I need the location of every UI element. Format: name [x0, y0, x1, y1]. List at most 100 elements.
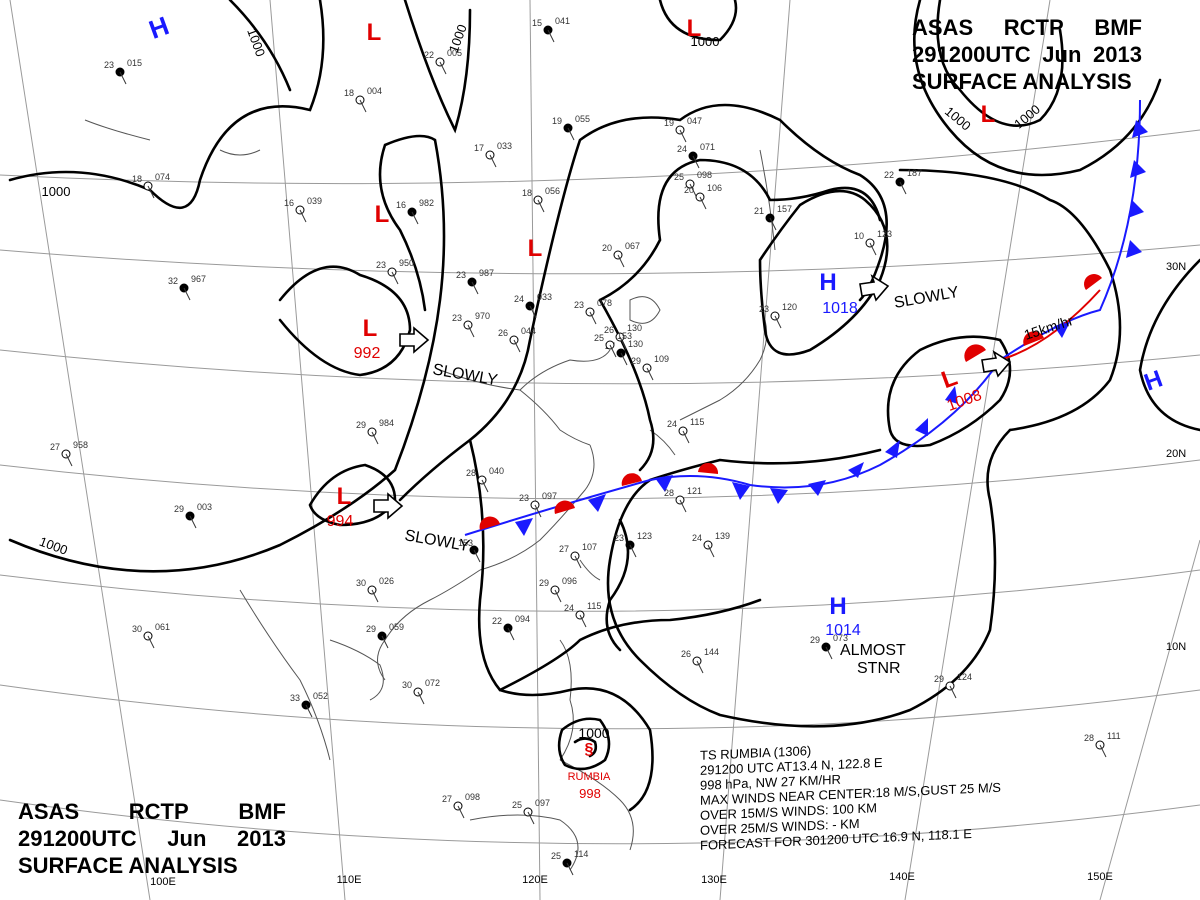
station-temperature: 16: [396, 200, 406, 210]
station-plot: 29 096: [539, 576, 577, 603]
station-plot: 23 015: [104, 58, 142, 85]
latitude-label: 30N: [1166, 261, 1186, 273]
wind-barb-icon: [439, 61, 447, 75]
station-pressure: 098: [697, 170, 712, 180]
station-temperature: 24: [514, 294, 524, 304]
station-plot: 29 059: [366, 622, 404, 649]
header-valid-row: 291200UTC Jun 2013: [912, 41, 1142, 68]
low-marker: L: [367, 19, 382, 46]
station-temperature: 153: [458, 538, 473, 548]
station-temperature: 29: [366, 624, 376, 634]
wind-barb-icon: [566, 862, 574, 876]
station-pressure: 109: [654, 354, 669, 364]
header-month: Jun: [1042, 42, 1082, 67]
station-temperature: 25: [512, 800, 522, 810]
wind-barb-icon: [119, 71, 127, 85]
typhoon-symbol-icon: §: [585, 741, 594, 758]
station-pressure: 982: [419, 198, 434, 208]
storm-bulletin: TS RUMBIA (1306) 291200 UTC AT13.4 N, 12…: [700, 732, 1060, 853]
station-pressure: 004: [367, 86, 382, 96]
station-temperature: 23: [376, 260, 386, 270]
station-temperature: 16: [284, 198, 294, 208]
station-plot: 29 984: [356, 418, 394, 445]
station-temperature: 17: [474, 143, 484, 153]
wind-barb-icon: [554, 589, 562, 603]
typhoon-name: RUMBIA: [568, 771, 611, 783]
high-marker: H: [819, 269, 836, 296]
station-temperature: 21: [754, 206, 764, 216]
station-pressure: 097: [535, 798, 550, 808]
wind-barb-icon: [692, 155, 700, 169]
wind-barb-icon: [699, 196, 707, 210]
low-marker: L: [337, 483, 352, 510]
station-pressure: 003: [197, 502, 212, 512]
station-plot: 20 067: [602, 241, 640, 268]
header-time: 291200UTC: [18, 826, 137, 851]
station-plot: 16 039: [284, 196, 322, 223]
low-marker: L: [363, 315, 378, 342]
station-plot: 25 098: [674, 170, 712, 197]
wind-barb-icon: [619, 336, 627, 350]
header-product-row: SURFACE ANALYSIS: [18, 852, 286, 879]
header-year: 2013: [1093, 42, 1142, 67]
station-temperature: 18: [132, 174, 142, 184]
wind-barb-icon: [65, 453, 73, 467]
station-temperature: 30: [402, 680, 412, 690]
low-marker: L: [687, 15, 702, 42]
station-pressure: 047: [687, 116, 702, 126]
station-plot: 24 139: [692, 531, 730, 558]
station-temperature: 24: [692, 533, 702, 543]
station-pressure: 096: [562, 576, 577, 586]
wind-barb-icon: [679, 129, 687, 143]
station-plot: 23 097: [519, 491, 557, 518]
longitude-label: 130E: [701, 874, 727, 886]
header-product: SURFACE ANALYSIS: [912, 69, 1132, 94]
high-pressure-1018: H 1018: [819, 269, 858, 317]
wind-barb-icon: [391, 271, 399, 285]
station-temperature: 29: [539, 578, 549, 588]
low-pressure-center: L: [375, 201, 390, 228]
wind-barb-icon: [620, 352, 628, 366]
warm-front-symbols: [479, 274, 1102, 530]
header-valid-row: 291200UTC Jun 2013: [18, 825, 286, 852]
wind-barb-icon: [589, 311, 597, 325]
header-agency-row: ASAS RCTP BMF: [18, 798, 286, 825]
header-product: SURFACE ANALYSIS: [18, 853, 238, 878]
station-pressure: 052: [313, 691, 328, 701]
station-temperature: 25: [594, 333, 604, 343]
station-plot: 23 987: [456, 268, 494, 295]
station-plot: 24 033: [514, 292, 552, 319]
wind-barb-icon: [371, 431, 379, 445]
wind-barb-icon: [537, 199, 545, 213]
header-agency: BMF: [1094, 15, 1142, 40]
station-temperature: 26: [498, 328, 508, 338]
station-pressure: 071: [700, 142, 715, 152]
station-temperature: 10: [854, 231, 864, 241]
station-pressure: 967: [191, 274, 206, 284]
station-plot: 29 109: [631, 354, 669, 381]
station-pressure: 106: [707, 183, 722, 193]
wind-barb-icon: [467, 324, 475, 338]
station-pressure: 107: [582, 542, 597, 552]
station-temperature: 33: [290, 693, 300, 703]
low-pressure-992: L 992: [354, 315, 381, 362]
station-plot: 23 123: [614, 531, 652, 558]
wind-barb-icon: [682, 430, 690, 444]
station-temperature: 23: [104, 60, 114, 70]
station-pressure: 130: [628, 339, 643, 349]
high-marker: H: [829, 593, 846, 620]
station-plot: 15 041: [532, 16, 570, 43]
station-pressure: 124: [957, 672, 972, 682]
low-marker: L: [528, 235, 543, 262]
station-pressure: 039: [307, 196, 322, 206]
header-agency: ASAS: [18, 799, 80, 824]
station-temperature: 25: [674, 172, 684, 182]
station-plot: 32 967: [168, 274, 206, 301]
station-plot: 29 073: [810, 633, 848, 660]
typhoon-isobar-label: 1000: [578, 725, 609, 741]
station-plot: 18 074: [132, 172, 170, 199]
station-pressure: 114: [574, 849, 588, 859]
station-plot: 10 123: [854, 229, 892, 256]
longitude-label: 110E: [337, 874, 362, 886]
